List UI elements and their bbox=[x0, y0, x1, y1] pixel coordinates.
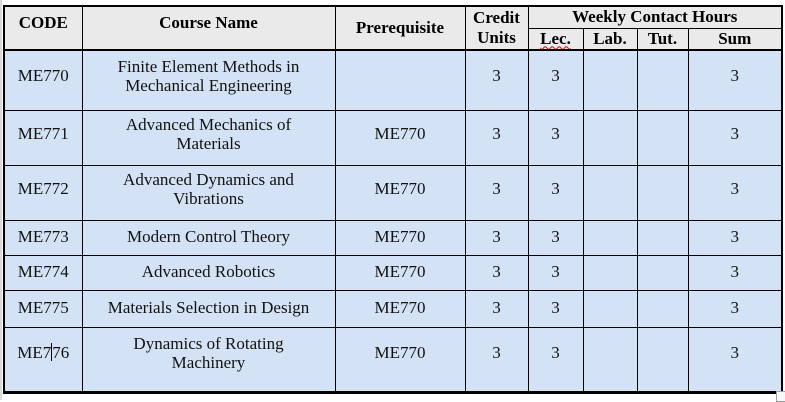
table-header: CODE Course Name Prerequisite Credit Uni… bbox=[3, 5, 783, 50]
col-header-sum[interactable]: Sum bbox=[687, 27, 783, 50]
cell-tut[interactable] bbox=[636, 48, 689, 111]
page-edge-line bbox=[0, 0, 2, 400]
cell-tut[interactable] bbox=[636, 165, 689, 221]
cell-prerequisite[interactable]: ME770 bbox=[334, 327, 466, 393]
header-row-sub: Lec. Lab. Tut. Sum bbox=[4, 27, 783, 50]
lec-label-spellchecked: Lec. bbox=[540, 28, 571, 48]
cell-course-name[interactable]: Dynamics of Rotating Machinery bbox=[81, 327, 336, 393]
cell-sum[interactable]: 3 bbox=[687, 255, 783, 291]
cell-code[interactable]: ME770 bbox=[3, 48, 83, 111]
cell-prerequisite[interactable]: ME770 bbox=[334, 255, 466, 291]
table-row: ME771 Advanced Mechanics of Materials ME… bbox=[3, 110, 783, 166]
cell-lec[interactable]: 3 bbox=[527, 327, 584, 393]
cell-tut[interactable] bbox=[636, 110, 689, 166]
table-row: ME774 Advanced Robotics ME770 3 3 3 bbox=[3, 255, 783, 291]
col-header-code[interactable]: CODE bbox=[3, 5, 83, 50]
cell-code[interactable]: ME775 bbox=[3, 290, 83, 328]
cell-course-name[interactable]: Advanced Dynamics and Vibrations bbox=[81, 165, 336, 221]
table-row: ME772 Advanced Dynamics and Vibrations M… bbox=[3, 165, 783, 221]
col-header-lab[interactable]: Lab. bbox=[582, 27, 638, 50]
cell-course-name[interactable]: Advanced Mechanics of Materials bbox=[81, 110, 336, 166]
cell-sum[interactable]: 3 bbox=[687, 327, 783, 393]
cell-prerequisite[interactable]: ME770 bbox=[334, 290, 466, 328]
cell-prerequisite[interactable]: ME770 bbox=[334, 165, 466, 221]
col-header-prerequisite[interactable]: Prerequisite bbox=[334, 5, 466, 50]
cell-prerequisite[interactable] bbox=[334, 48, 466, 111]
code-text-after-caret: 76 bbox=[52, 343, 70, 362]
cell-prerequisite[interactable]: ME770 bbox=[334, 110, 466, 166]
cell-credit-units[interactable]: 3 bbox=[464, 220, 529, 256]
cell-sum[interactable]: 3 bbox=[687, 48, 783, 111]
cell-sum[interactable]: 3 bbox=[687, 165, 783, 221]
cell-lec[interactable]: 3 bbox=[527, 110, 584, 166]
table-resize-handle[interactable] bbox=[776, 391, 785, 402]
cell-code[interactable]: ME771 bbox=[3, 110, 83, 166]
col-header-tut[interactable]: Tut. bbox=[636, 27, 689, 50]
cell-tut[interactable] bbox=[636, 255, 689, 291]
cell-lec[interactable]: 3 bbox=[527, 290, 584, 328]
table-row: ME775 Materials Selection in Design ME77… bbox=[3, 290, 783, 328]
cell-credit-units[interactable]: 3 bbox=[464, 290, 529, 328]
col-header-weekly-contact-hours[interactable]: Weekly Contact Hours bbox=[527, 5, 783, 29]
cell-course-name[interactable]: Advanced Robotics bbox=[81, 255, 336, 291]
cell-lab[interactable] bbox=[582, 290, 638, 328]
col-header-lec[interactable]: Lec. bbox=[527, 27, 584, 50]
cell-code[interactable]: ME776 bbox=[3, 327, 83, 393]
cell-sum[interactable]: 3 bbox=[687, 110, 783, 166]
table-row: ME770 Finite Element Methods in Mechanic… bbox=[3, 48, 783, 111]
cell-course-name[interactable]: Finite Element Methods in Mechanical Eng… bbox=[81, 48, 336, 111]
cell-code[interactable]: ME773 bbox=[3, 220, 83, 256]
cell-tut[interactable] bbox=[636, 220, 689, 256]
cell-tut[interactable] bbox=[636, 327, 689, 393]
cell-lab[interactable] bbox=[582, 255, 638, 291]
cell-lab[interactable] bbox=[582, 327, 638, 393]
cell-lec[interactable]: 3 bbox=[527, 48, 584, 111]
cell-lec[interactable]: 3 bbox=[527, 255, 584, 291]
cell-lab[interactable] bbox=[582, 110, 638, 166]
code-text-before-caret: ME7 bbox=[17, 343, 52, 362]
cell-sum[interactable]: 3 bbox=[687, 220, 783, 256]
cell-lab[interactable] bbox=[582, 165, 638, 221]
cell-credit-units[interactable]: 3 bbox=[464, 110, 529, 166]
cell-tut[interactable] bbox=[636, 290, 689, 328]
table-row: ME773 Modern Control Theory ME770 3 3 3 bbox=[3, 220, 783, 256]
cell-credit-units[interactable]: 3 bbox=[464, 255, 529, 291]
header-row-main: CODE Course Name Prerequisite Credit Uni… bbox=[3, 5, 783, 50]
cell-code[interactable]: ME774 bbox=[3, 255, 83, 291]
cell-sum[interactable]: 3 bbox=[687, 290, 783, 328]
table-body: ME770 Finite Element Methods in Mechanic… bbox=[3, 48, 783, 393]
cell-credit-units[interactable]: 3 bbox=[464, 48, 529, 111]
cell-lab[interactable] bbox=[582, 220, 638, 256]
cell-lec[interactable]: 3 bbox=[527, 165, 584, 221]
cell-prerequisite[interactable]: ME770 bbox=[334, 220, 466, 256]
text-cursor-caret bbox=[51, 343, 53, 361]
cell-code[interactable]: ME772 bbox=[3, 165, 83, 221]
cell-credit-units[interactable]: 3 bbox=[464, 327, 529, 393]
course-table: CODE Course Name Prerequisite Credit Uni… bbox=[3, 5, 784, 394]
col-header-course-name[interactable]: Course Name bbox=[81, 5, 336, 50]
table-row: ME776 Dynamics of Rotating Machinery ME7… bbox=[3, 327, 783, 393]
cell-course-name[interactable]: Materials Selection in Design bbox=[81, 290, 336, 328]
cell-course-name[interactable]: Modern Control Theory bbox=[81, 220, 336, 256]
col-header-credit-units[interactable]: Credit Units bbox=[464, 5, 529, 50]
cell-lab[interactable] bbox=[582, 48, 638, 111]
cell-credit-units[interactable]: 3 bbox=[464, 165, 529, 221]
cell-lec[interactable]: 3 bbox=[527, 220, 584, 256]
